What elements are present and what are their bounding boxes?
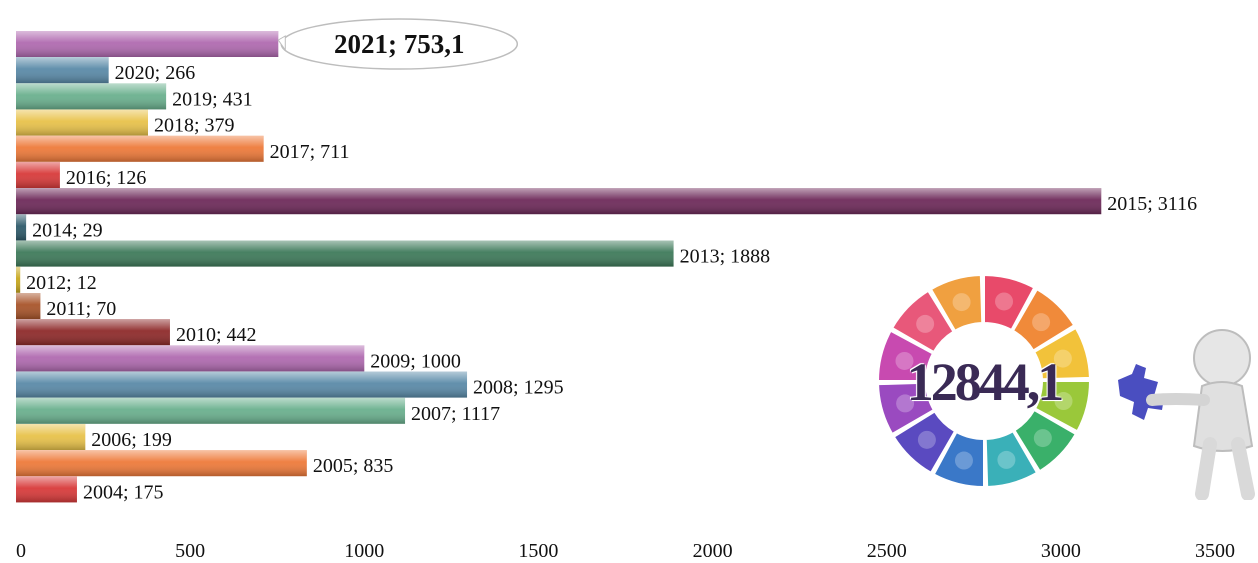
bar-2010: [16, 319, 170, 346]
puzzle-piece: [876, 329, 935, 382]
bar-label-2007: 2007; 1117: [411, 403, 500, 425]
puzzle-piece: [983, 273, 1036, 332]
bar-2012: [16, 266, 21, 293]
bar-label-2011: 2011; 70: [46, 298, 116, 320]
total-value: 12844,1: [906, 352, 1065, 412]
bar-label-2014: 2014; 29: [32, 219, 103, 241]
bar-label-2005: 2005; 835: [313, 455, 394, 477]
x-tick-label-3000: 3000: [1041, 540, 1081, 562]
puzzle-piece: [1032, 326, 1091, 381]
puzzle-piece: [1033, 380, 1092, 433]
puzzle-piece: [890, 289, 955, 354]
bar-2021: [16, 31, 279, 57]
bar-2009: [16, 345, 365, 372]
bar-2014: [16, 214, 27, 241]
bar-label-2013: 2013; 1888: [680, 246, 771, 268]
bar-2008: [16, 371, 468, 398]
puzzle-piece: [877, 381, 936, 436]
person-with-puzzle-piece-icon: [1118, 329, 1255, 500]
bar-2020: [16, 57, 109, 84]
highlight-callout: 2021; 753,1: [277, 18, 519, 70]
x-tick-label-2000: 2000: [693, 540, 733, 562]
bar-label-2012: 2012; 12: [26, 272, 97, 294]
bar-label-2017: 2017; 711: [270, 141, 350, 163]
bar-label-2009: 2009; 1000: [370, 350, 461, 372]
puzzle-piece: [932, 430, 985, 489]
bar-2015: [16, 188, 1102, 215]
bar-label-2016: 2016; 126: [66, 167, 147, 189]
puzzle-ring-icon: [876, 273, 1092, 489]
x-tick-label-0: 0: [16, 540, 26, 562]
puzzle-piece: [1011, 287, 1076, 352]
x-tick-label-500: 500: [175, 540, 205, 562]
x-tick-label-2500: 2500: [867, 540, 907, 562]
bar-label-2018: 2018; 379: [154, 115, 235, 137]
bar-2016: [16, 162, 60, 188]
x-tick-label-3500: 3500: [1195, 540, 1235, 562]
bar-label-2019: 2019; 431: [172, 88, 253, 110]
bar-label-2004: 2004; 175: [83, 481, 164, 503]
bar-2007: [16, 397, 406, 424]
puzzle-piece: [984, 429, 1039, 488]
x-tick-label-1000: 1000: [344, 540, 384, 562]
puzzle-piece: [929, 274, 984, 333]
bar-label-2020: 2020; 266: [115, 62, 196, 84]
bar-2006: [16, 424, 86, 450]
bar-2017: [16, 135, 264, 162]
bar-2019: [16, 83, 167, 110]
puzzle-piece: [1013, 408, 1078, 473]
bar-2004: [16, 476, 77, 503]
bar-2018: [16, 109, 149, 136]
x-tick-label-1500: 1500: [518, 540, 558, 562]
bar-label-2010: 2010; 442: [176, 324, 257, 346]
bar-2005: [16, 450, 307, 477]
bar-2011: [16, 293, 41, 319]
bar-label-2021: 2021; 753,1: [334, 29, 465, 59]
bar-label-2015: 2015; 3116: [1107, 193, 1197, 215]
bar-label-2008: 2008; 1295: [473, 377, 564, 399]
bar-label-2006: 2006; 199: [91, 429, 172, 451]
puzzle-piece: [892, 410, 957, 475]
bar-2013: [16, 240, 674, 267]
